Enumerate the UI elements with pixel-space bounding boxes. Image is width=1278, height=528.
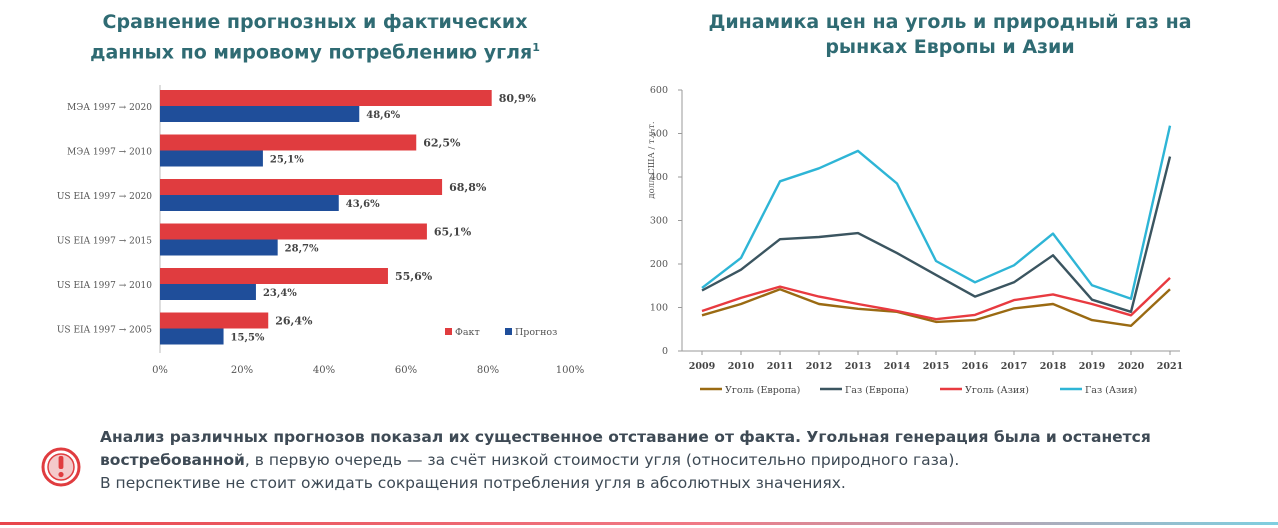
right-chart-title-line2: рынках Европы и Азии (825, 36, 1075, 58)
fact-bar (160, 179, 443, 195)
category-label: МЭА 1997 → 2010 (67, 148, 152, 158)
bottom-accent-line (0, 522, 1278, 525)
category-label: US EIA 1997 → 2020 (57, 192, 152, 202)
legend-swatch (505, 328, 512, 335)
x-tick-label: 0% (152, 365, 168, 376)
legend-label: Уголь (Европа) (725, 385, 800, 396)
y-tick-label: 600 (650, 85, 668, 96)
forecast-bar (160, 284, 256, 300)
fact-value-label: 65,1% (434, 226, 472, 239)
x-tick-label: 2020 (1118, 361, 1145, 372)
x-tick-label: 2010 (728, 361, 755, 372)
x-tick-label: 2019 (1079, 361, 1106, 372)
category-label: US EIA 1997 → 2005 (57, 326, 152, 336)
y-tick-label: 100 (650, 303, 668, 314)
y-tick-label: 0 (662, 346, 668, 357)
x-tick-label: 2021 (1157, 361, 1183, 372)
fact-bar (160, 268, 388, 284)
y-axis-title: долл.США / т.у.т. (647, 121, 657, 198)
forecast-value-label: 28,7% (285, 244, 319, 255)
legend-label: Прогноз (515, 327, 557, 338)
series-line-1 (701, 287, 1171, 328)
legend-label: Уголь (Азия) (965, 385, 1029, 396)
x-tick-label: 40% (313, 365, 335, 376)
exclamation-circle-icon (41, 447, 81, 487)
forecast-value-label: 15,5% (231, 333, 265, 344)
category-label: US EIA 1997 → 2010 (57, 281, 152, 291)
forecast-bar (160, 106, 360, 122)
footnote-marker: 1 (532, 41, 540, 54)
forecast-value-label: 25,1% (270, 155, 304, 166)
y-tick-label: 400 (650, 172, 668, 183)
fact-bar (160, 134, 417, 151)
x-tick-label: 2009 (689, 361, 716, 372)
fact-bar (160, 90, 492, 106)
x-tick-label: 2011 (767, 361, 793, 372)
x-tick-label: 2013 (845, 361, 871, 372)
forecast-bar (160, 239, 278, 256)
line-chart: 0 100 200 300 400 500 600 долл.США / т.у.т. 2009… (647, 85, 1183, 396)
legend-label: Факт (455, 327, 480, 338)
forecast-bar (160, 328, 224, 345)
bar-chart: МЭА 1997 → 2020 80,9% 48,6% МЭА 1997 → 2010… (57, 85, 585, 376)
legend-label: Газ (Европа) (845, 385, 909, 396)
y-tick-label: 500 (650, 129, 668, 140)
note-text: , в первую очередь — за счёт низкой стои… (244, 451, 960, 469)
y-tick-label: 300 (650, 216, 668, 227)
x-tick-label: 60% (395, 365, 417, 376)
x-tick-label: 2016 (962, 361, 989, 372)
conclusion-note: Анализ различных прогнозов показал их су… (100, 426, 1220, 495)
left-chart-title-line1: Сравнение прогнозных и фактических (102, 11, 528, 33)
x-tick-label: 2017 (1001, 361, 1027, 372)
x-tick-label: 80% (477, 365, 499, 376)
x-tick-label: 2018 (1040, 361, 1067, 372)
note-bold-text: Анализ различных прогнозов показал их су… (100, 428, 1151, 469)
fact-bar (160, 312, 269, 329)
forecast-bar (160, 195, 339, 211)
series-line-3 (701, 277, 1171, 321)
note-text-line2: В перспективе не стоит ожидать сокращени… (100, 474, 846, 492)
forecast-bar (160, 150, 263, 167)
fact-value-label: 62,5% (423, 137, 461, 150)
legend-label: Газ (Азия) (1085, 385, 1137, 396)
x-tick-label: 20% (231, 365, 253, 376)
fact-value-label: 26,4% (275, 315, 313, 328)
series-line-2 (701, 156, 1172, 314)
fact-bar (160, 223, 427, 240)
fact-value-label: 68,8% (449, 181, 487, 194)
x-tick-label: 2012 (806, 361, 832, 372)
forecast-value-label: 23,4% (263, 288, 297, 299)
x-tick-label: 100% (556, 365, 585, 376)
left-chart-title-line2: данных по мировому потреблению угля (90, 41, 533, 64)
legend-swatch (445, 328, 452, 335)
right-chart-title: Динамика цен на уголь и природный газ на… (650, 10, 1250, 60)
category-label: US EIA 1997 → 2015 (57, 237, 152, 247)
forecast-value-label: 43,6% (346, 199, 380, 210)
x-tick-label: 2015 (923, 361, 949, 372)
left-chart-title-line2-wrap: данных по мировому потреблению угля1 (20, 35, 610, 65)
y-tick-label: 200 (650, 259, 668, 270)
right-chart-title-line1: Динамика цен на уголь и природный газ на (708, 11, 1192, 33)
category-label: МЭА 1997 → 2020 (67, 103, 152, 113)
x-tick-label: 2014 (884, 361, 911, 372)
fact-value-label: 80,9% (499, 92, 537, 105)
fact-value-label: 55,6% (395, 270, 433, 283)
forecast-value-label: 48,6% (366, 110, 400, 121)
series-line-4 (701, 125, 1172, 301)
left-chart-title: Сравнение прогнозных и фактических данны… (20, 10, 610, 65)
